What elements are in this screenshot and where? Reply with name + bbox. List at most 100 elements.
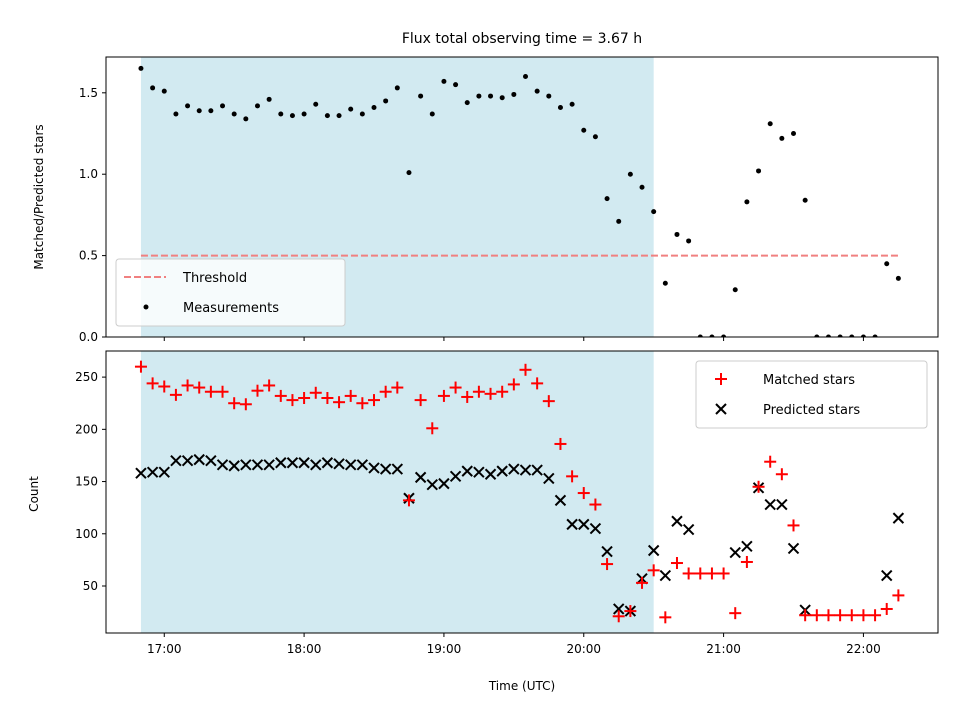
legend-predicted-label: Predicted stars: [763, 403, 860, 418]
matched-point: [822, 609, 835, 622]
predicted-point: [391, 463, 404, 475]
measurement-point: [429, 111, 435, 117]
bottom-y-tick-label: 50: [83, 579, 98, 593]
matched-point: [228, 397, 241, 410]
predicted-point: [321, 457, 334, 469]
predicted-point: [368, 462, 380, 474]
predicted-point: [216, 459, 229, 471]
measurement-point: [371, 104, 377, 110]
predicted-point: [589, 522, 602, 535]
measurement-point: [791, 131, 797, 137]
predicted-point: [496, 465, 508, 477]
matched-point: [566, 470, 579, 483]
measurement-point: [231, 111, 237, 117]
bottom-y-tick-label: 250: [75, 370, 98, 384]
predicted-point: [426, 478, 438, 491]
x-tick-label: 22:00: [846, 642, 881, 656]
matched-point: [740, 555, 753, 568]
predicted-point: [414, 471, 427, 484]
measurement-point: [837, 334, 843, 337]
matched-point: [589, 498, 602, 511]
measurement-point: [161, 88, 167, 94]
predicted-point: [881, 569, 893, 582]
x-tick-label: 20:00: [566, 642, 601, 656]
measurement-point: [173, 111, 179, 117]
matched-point: [286, 394, 299, 407]
matched-point: [414, 394, 427, 407]
matched-point: [496, 385, 509, 398]
bottom-plot-frame: [105, 350, 939, 634]
predicted-point: [566, 518, 578, 531]
matched-point: [612, 610, 625, 623]
measurement-point: [814, 334, 820, 337]
predicted-point: [275, 457, 287, 469]
predicted-point: [776, 498, 788, 511]
predicted-point: [729, 546, 741, 559]
matched-point: [437, 389, 450, 402]
predicted-point: [578, 518, 590, 531]
matched-point: [787, 519, 800, 532]
predicted-point: [158, 466, 170, 478]
top-legend-box: [115, 258, 346, 327]
measurement-point: [651, 209, 657, 215]
measurement-point: [884, 261, 890, 267]
matched-point: [717, 567, 730, 580]
bottom-y-tick-label: 200: [75, 422, 98, 436]
predicted-point: [135, 467, 147, 479]
matched-point: [601, 558, 614, 571]
x-tick-label: 21:00: [706, 642, 741, 656]
predicted-point: [286, 457, 299, 469]
bottom-panel: 50 100 150 200 250 17:00 18:00 19:00 20:00 21:00 2…: [27, 350, 939, 693]
measurement-point: [860, 334, 866, 337]
matched-point: [647, 564, 660, 577]
matched-point: [636, 576, 649, 589]
predicted-point: [892, 512, 905, 524]
matched-point: [263, 379, 276, 392]
predicted-point: [205, 454, 217, 467]
legend-threshold-label: Threshold: [182, 271, 247, 286]
measurement-point: [767, 121, 773, 127]
measurement-point: [511, 91, 517, 97]
measurement-point: [394, 85, 400, 91]
measurement-point: [266, 96, 272, 102]
predicted-point: [170, 454, 182, 467]
matched-point: [729, 607, 742, 620]
measurement-point: [709, 334, 715, 337]
legend-predicted-swatch: [715, 403, 727, 415]
bottom-y-axis-label: Count: [27, 476, 41, 512]
predicted-point: [228, 460, 240, 472]
matched-point: [507, 378, 520, 391]
chart-title: Flux total observing time = 3.67 h: [402, 31, 642, 47]
predicted-point: [519, 464, 532, 476]
measurement-point: [581, 127, 587, 133]
measurement-point: [592, 134, 598, 140]
measurement-point: [383, 98, 389, 104]
predicted-point: [823, 632, 834, 633]
matched-point: [694, 567, 707, 580]
legend-matched-swatch: [715, 373, 727, 385]
predicted-point: [543, 472, 555, 485]
predicted-point: [251, 459, 264, 471]
predicted-point: [181, 454, 194, 467]
measurement-point: [802, 197, 808, 203]
predicted-point: [812, 632, 822, 633]
legend-measurements-swatch: [143, 304, 149, 310]
predicted-point: [484, 468, 497, 480]
x-tick-label: 17:00: [147, 642, 182, 656]
measurement-point: [756, 168, 762, 174]
matched-point: [204, 385, 217, 398]
matched-point: [472, 385, 485, 398]
bottom-y-tick-label: 100: [75, 527, 98, 541]
top-legend: Threshold Measurements: [115, 258, 346, 327]
bottom-legend-box: [695, 360, 928, 429]
matched-point: [169, 388, 182, 401]
matched-point: [134, 360, 147, 373]
matched-point: [379, 385, 392, 398]
measurement-point: [686, 238, 692, 244]
top-plot-frame: [105, 56, 939, 338]
matched-point: [624, 605, 637, 618]
matched-point: [869, 609, 882, 622]
measurement-point: [313, 101, 319, 107]
x-axis-label: Time (UTC): [488, 679, 555, 693]
predicted-point: [449, 470, 462, 483]
